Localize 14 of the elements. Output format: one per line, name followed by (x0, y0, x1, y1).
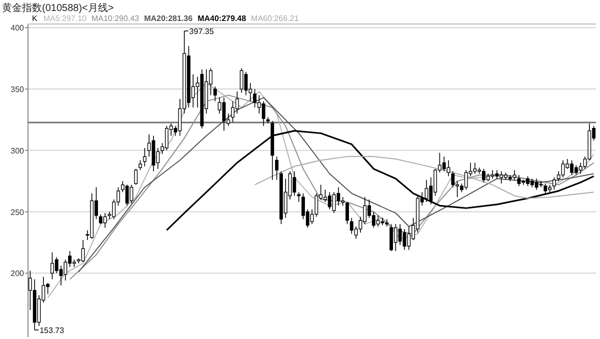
annotation: 397.35 (189, 26, 214, 36)
text: MA60:266.21 (251, 14, 300, 23)
text: MA5:297.10 (43, 14, 88, 23)
text: MA10:290.43 (91, 14, 140, 23)
text: MA40:279.48 (198, 14, 247, 23)
y-tick-label: 200 (10, 269, 25, 278)
annotation: 153.73 (40, 326, 65, 335)
y-tick-label: 400 (10, 24, 25, 33)
y-tick-label: 250 (10, 208, 25, 217)
title: 黄金指数(010588)<月线> (2, 3, 114, 14)
text: MA20:281.36 (144, 14, 194, 23)
y-tick-label: 350 (10, 85, 25, 94)
text: K (32, 14, 38, 23)
y-tick-label: 300 (10, 146, 25, 156)
